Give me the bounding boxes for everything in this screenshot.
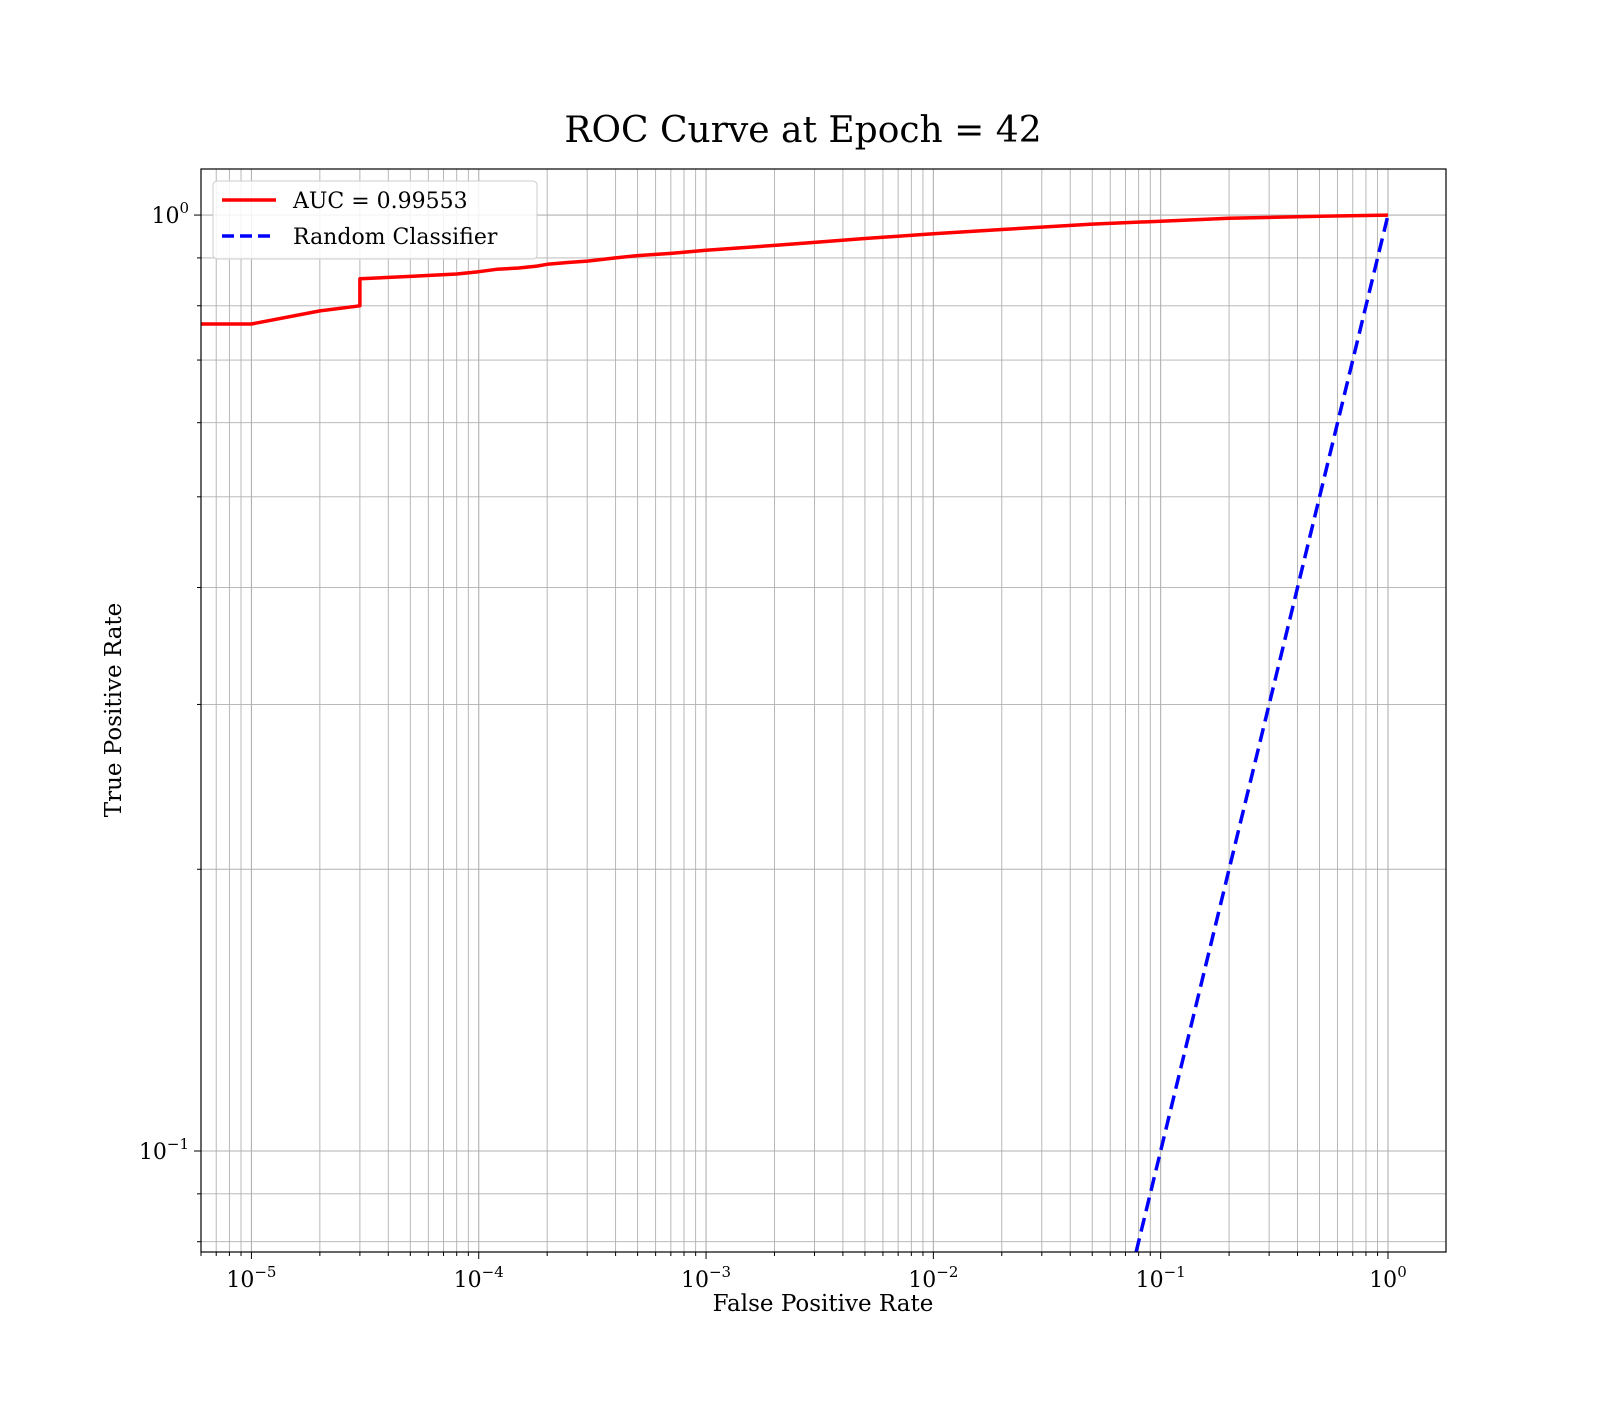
- x-tick-label: 10−1: [1136, 1263, 1186, 1293]
- y-axis-label: True Positive Rate: [101, 603, 127, 818]
- legend-label-random: Random Classifier: [293, 225, 498, 250]
- y-tick-label: 100: [151, 199, 189, 229]
- x-tick-label: 10−2: [908, 1263, 958, 1293]
- roc-curve-line: [201, 213, 1389, 326]
- x-axis-label: False Positive Rate: [713, 1291, 934, 1317]
- chart-title: ROC Curve at Epoch = 42: [564, 110, 1041, 151]
- x-tick-label: 10−4: [454, 1263, 504, 1293]
- plot-frame: [200, 168, 1447, 1253]
- x-tick-label: 10−5: [226, 1263, 276, 1293]
- y-tick-label: 10−1: [139, 1135, 189, 1165]
- random-classifier-line: [1134, 214, 1390, 1252]
- legend-label-auc: AUC = 0.99553: [292, 189, 468, 214]
- legend-box: [212, 180, 538, 260]
- grid-layer: [200, 169, 1446, 1252]
- tick-layer: 10−5 10−4 10−3 10−2 10−1 100 10−1 100: [139, 199, 1407, 1293]
- legend: AUC = 0.99553 Random Classifier: [212, 180, 538, 260]
- series-layer: [201, 213, 1390, 1252]
- x-tick-label: 100: [1369, 1263, 1407, 1293]
- x-tick-label: 10−3: [681, 1263, 731, 1293]
